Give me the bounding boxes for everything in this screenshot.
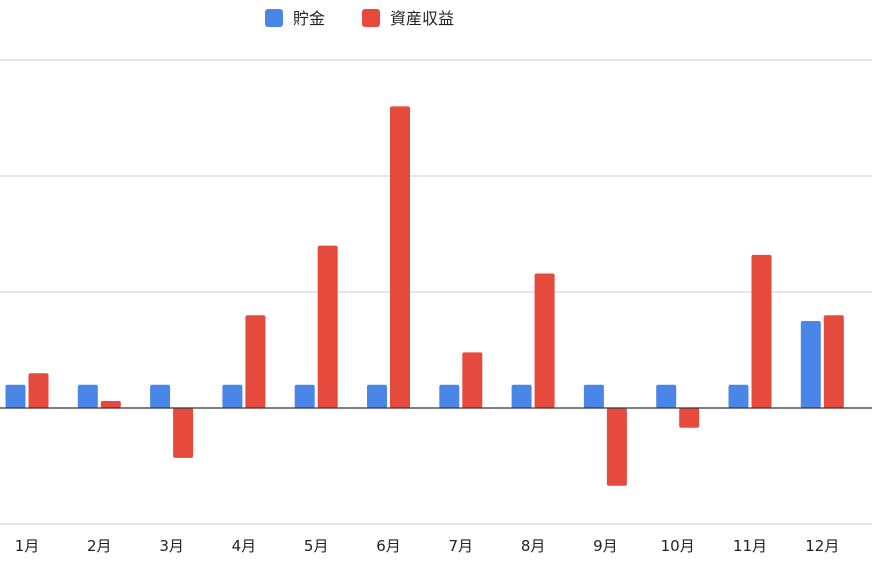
gridlines: [0, 59, 872, 525]
x-tick-label: 4月: [232, 537, 257, 555]
x-tick-label: 12月: [805, 537, 839, 555]
x-tick-label: 2月: [87, 537, 112, 555]
x-tick-label: 9月: [593, 537, 618, 555]
x-tick-label: 6月: [376, 537, 401, 555]
bar-savings-10: [656, 384, 677, 408]
bar-asset-income-10: [679, 408, 700, 428]
bar-asset-income-5: [317, 245, 338, 408]
x-tick-label: 1月: [15, 537, 40, 555]
bar-savings-2: [77, 384, 98, 408]
bar-savings-12: [800, 321, 821, 408]
bar-asset-income-4: [245, 315, 266, 408]
legend-swatch-asset-income: [362, 9, 380, 27]
bar-savings-7: [439, 384, 460, 408]
bar-savings-9: [583, 384, 604, 408]
x-tick-label: 3月: [159, 537, 184, 555]
x-axis-ticks: 1月 2月 3月 4月 5月 6月 7月 8月 9月 10月 11月 12月: [15, 537, 840, 555]
bar-savings-3: [150, 384, 171, 408]
x-tick-label: 7月: [449, 537, 474, 555]
x-tick-label: 10月: [661, 537, 695, 555]
bar-savings-1: [5, 384, 26, 408]
bar-asset-income-9: [606, 408, 627, 486]
bar-savings-11: [728, 384, 749, 408]
bar-asset-income-7: [462, 352, 483, 408]
bar-asset-income-8: [534, 273, 555, 408]
bar-asset-income-6: [390, 106, 410, 409]
bar-asset-income-2: [100, 401, 121, 408]
bar-asset-income-1: [28, 373, 49, 408]
bar-savings-5: [294, 384, 315, 408]
x-tick-label: 8月: [521, 537, 546, 555]
bar-asset-income-11: [751, 254, 772, 408]
bar-asset-income-3: [173, 408, 194, 458]
bar-savings-6: [367, 384, 387, 408]
bars: [5, 106, 844, 486]
x-tick-label: 11月: [733, 537, 767, 555]
legend: 貯金 資産収益: [265, 9, 454, 28]
legend-swatch-savings: [265, 9, 283, 27]
bar-savings-8: [511, 384, 532, 408]
bar-asset-income-12: [823, 315, 844, 408]
x-tick-label: 5月: [304, 537, 329, 555]
legend-label-asset-income: 資産収益: [390, 9, 454, 28]
bar-savings-4: [222, 384, 243, 408]
legend-label-savings: 貯金: [293, 9, 325, 28]
